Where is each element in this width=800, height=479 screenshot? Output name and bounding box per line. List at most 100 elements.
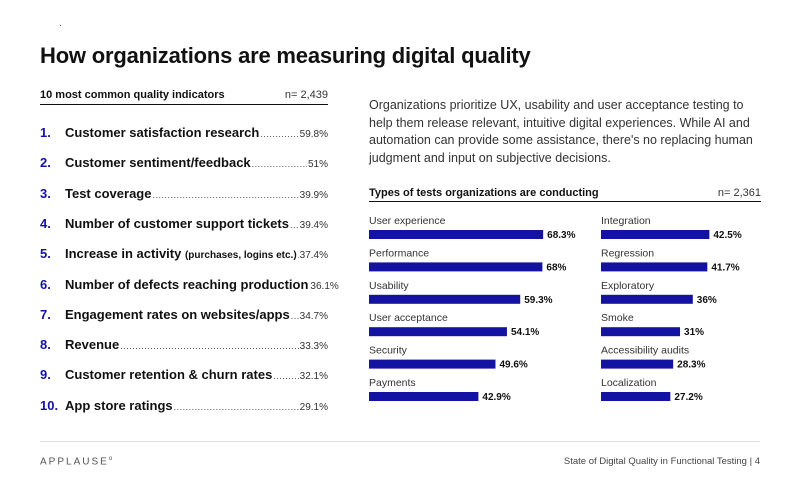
bar-value-label: 59.3% bbox=[524, 295, 552, 306]
bar-value-label: 42.5% bbox=[713, 230, 741, 241]
bar-category-label: Performance bbox=[369, 247, 429, 259]
bar-category-label: Accessibility audits bbox=[601, 345, 689, 357]
bar-value-label: 41.7% bbox=[711, 262, 739, 273]
indicator-rank: 3. bbox=[40, 185, 51, 201]
indicator-row: 10. App store ratings 29.1% bbox=[40, 398, 328, 413]
bar-category-label: Usability bbox=[369, 280, 409, 292]
bar bbox=[601, 327, 681, 337]
bar bbox=[369, 359, 496, 369]
bar-category-label: User acceptance bbox=[369, 312, 448, 324]
decorative-dot: . bbox=[59, 18, 62, 29]
indicator-row: 6. Number of defects reaching production 3… bbox=[40, 276, 339, 292]
indicator-label: Test coverage bbox=[65, 185, 152, 201]
intro-paragraph: Organizations prioritize UX, usability a… bbox=[369, 98, 753, 165]
bar bbox=[601, 392, 671, 401]
quality-indicators-panel: 10 most common quality indicators n= 2,4… bbox=[40, 89, 339, 413]
indicator-rank: 7. bbox=[40, 306, 51, 322]
dot-leader bbox=[152, 190, 298, 200]
indicator-label: Number of customer support tickets bbox=[65, 215, 289, 231]
indicator-value: 51% bbox=[307, 159, 328, 171]
indicator-rank: 5. bbox=[40, 246, 51, 262]
indicator-rank: 4. bbox=[40, 215, 51, 231]
indicator-value: 59.8% bbox=[299, 129, 328, 140]
indicator-value: 33.3% bbox=[299, 341, 328, 353]
bar bbox=[369, 294, 521, 304]
bar-category-label: Payments bbox=[369, 377, 416, 389]
indicator-row: 5. Increase in activity (purchases, login… bbox=[40, 246, 328, 261]
bar-value-label: 54.1% bbox=[511, 327, 539, 338]
dot-leader bbox=[291, 311, 299, 321]
indicator-row: 9. Customer retention & churn rates 32.1% bbox=[40, 367, 328, 382]
bar bbox=[601, 359, 674, 369]
indicator-label: Customer satisfaction research bbox=[65, 125, 260, 140]
indicator-row: 2. Customer sentiment/feedback 51% bbox=[40, 155, 328, 170]
bar-category-label: User experience bbox=[369, 215, 446, 227]
bar-value-label: 68.3% bbox=[547, 230, 575, 241]
indicator-value: 39.9% bbox=[299, 189, 328, 201]
indicator-value: 34.7% bbox=[299, 310, 328, 322]
footer-page-info: State of Digital Quality in Functional T… bbox=[563, 456, 760, 467]
bar-category-label: Localization bbox=[601, 377, 657, 389]
indicators-heading: 10 most common quality indicators bbox=[40, 89, 225, 101]
test-types-chart: User experience 68.3% Performance 68% Usabil… bbox=[369, 210, 769, 410]
dot-leader bbox=[260, 129, 298, 139]
indicator-label: App store ratings bbox=[65, 397, 173, 413]
indicator-label: Engagement rates on websites/apps bbox=[65, 306, 290, 322]
indicators-header: 10 most common quality indicators n= 2,4… bbox=[40, 89, 328, 105]
indicator-rank: 10. bbox=[40, 397, 59, 413]
bar bbox=[601, 294, 693, 304]
indicator-note: (purchases, logins etc.) bbox=[184, 250, 297, 262]
bar bbox=[601, 262, 708, 272]
indicator-row: 1. Customer satisfaction research 59.8% bbox=[40, 125, 328, 140]
bar-value-label: 31% bbox=[684, 327, 704, 338]
indicator-row: 4. Number of customer support tickets 39.4… bbox=[40, 216, 328, 231]
bar-value-label: 28.3% bbox=[677, 360, 705, 371]
indicator-label: Revenue bbox=[65, 337, 120, 353]
dot-leader bbox=[273, 371, 298, 381]
chart-sample-size: n= 2,361 bbox=[717, 187, 761, 199]
indicator-rank: 6. bbox=[40, 276, 51, 292]
indicator-value: 39.4% bbox=[299, 219, 328, 231]
bar bbox=[369, 230, 544, 239]
bar-category-label: Exploratory bbox=[601, 280, 655, 292]
indicator-label: Customer sentiment/feedback bbox=[65, 155, 251, 171]
chart-title: Types of tests organizations are conduct… bbox=[369, 187, 599, 199]
indicator-value: 32.1% bbox=[299, 371, 328, 383]
dot-leader bbox=[252, 159, 307, 169]
bar-value-label: 27.2% bbox=[674, 392, 702, 403]
indicator-value: 36.1% bbox=[310, 280, 339, 292]
dot-leader bbox=[290, 220, 299, 230]
bar bbox=[369, 327, 507, 337]
chart-header: Types of tests organizations are conduct… bbox=[369, 187, 761, 202]
indicator-row: 7. Engagement rates on websites/apps 34.7% bbox=[40, 307, 328, 322]
indicator-label: Increase in activity (purchases, logins … bbox=[65, 246, 297, 262]
bar bbox=[369, 262, 543, 272]
indicator-rank: 1. bbox=[40, 125, 51, 140]
bar bbox=[601, 230, 710, 239]
bar-category-label: Integration bbox=[601, 215, 651, 227]
indicators-sample-size: n= 2,439 bbox=[284, 89, 328, 101]
indicator-row: 3. Test coverage 39.9% bbox=[40, 186, 328, 201]
bar-category-label: Smoke bbox=[601, 312, 634, 324]
indicator-rank: 9. bbox=[40, 367, 51, 383]
dot-leader bbox=[174, 402, 299, 412]
dot-leader bbox=[298, 250, 299, 260]
indicator-row: 8. Revenue 33.3% bbox=[40, 337, 328, 352]
bar bbox=[369, 392, 479, 401]
indicator-rank: 2. bbox=[40, 155, 51, 171]
indicator-rank: 8. bbox=[40, 337, 51, 353]
dot-leader bbox=[120, 341, 298, 351]
bar-value-label: 49.6% bbox=[499, 360, 527, 371]
indicator-value: 29.1% bbox=[299, 401, 328, 413]
bar-value-label: 42.9% bbox=[482, 392, 510, 403]
footer-divider bbox=[40, 441, 760, 442]
page-title: How organizations are measuring digital … bbox=[40, 43, 531, 68]
brand-logo: APPLAUSEo bbox=[40, 456, 113, 468]
indicator-label: Number of defects reaching production bbox=[65, 276, 309, 292]
bar-category-label: Security bbox=[369, 345, 408, 357]
indicator-value: 37.4% bbox=[299, 250, 328, 262]
indicator-label: Customer retention & churn rates bbox=[65, 367, 273, 383]
bar-value-label: 36% bbox=[697, 295, 717, 306]
test-types-chart-svg: User experience 68.3% Performance 68% Usabil… bbox=[369, 215, 742, 403]
bar-value-label: 68% bbox=[546, 262, 566, 273]
